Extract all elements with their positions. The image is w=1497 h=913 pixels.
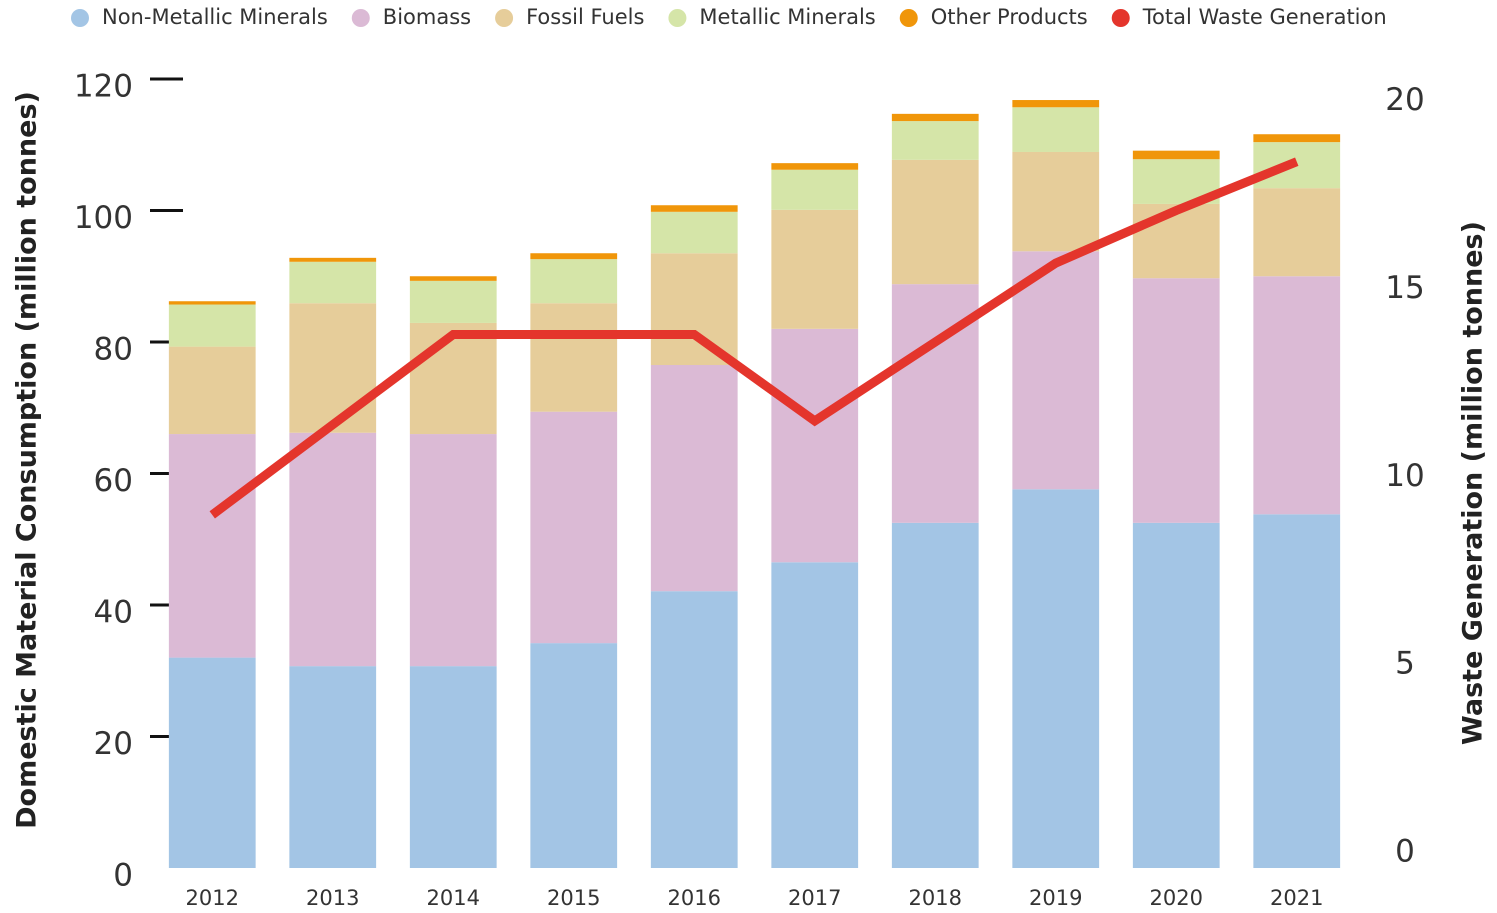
y2-tick-label: 5 xyxy=(1395,646,1415,682)
bar-segment xyxy=(168,657,256,868)
bar-segment xyxy=(289,261,377,304)
legend-label: Metallic Minerals xyxy=(699,5,875,29)
bar-segment xyxy=(650,365,738,592)
legend-label: Fossil Fuels xyxy=(526,5,644,29)
legend-marker xyxy=(668,9,687,27)
bar-segment xyxy=(289,257,377,262)
bar-segment xyxy=(771,328,859,563)
bar-segment xyxy=(289,432,377,667)
bar-segment xyxy=(1253,276,1341,515)
x-tick-label: 2015 xyxy=(547,886,600,910)
line-series xyxy=(209,157,1299,519)
y-tick-label: 100 xyxy=(74,200,133,236)
legend-marker xyxy=(495,9,514,27)
bar-segment xyxy=(409,322,497,435)
legend-marker xyxy=(71,9,89,27)
x-tick-label: 2020 xyxy=(1150,886,1203,910)
y-tick-label: 40 xyxy=(94,595,133,631)
x-tick-label: 2016 xyxy=(668,886,721,910)
bar-segment xyxy=(771,209,859,329)
y2-tick-label: 0 xyxy=(1395,834,1415,870)
y-tick-label: 20 xyxy=(94,726,133,762)
legend-marker xyxy=(1111,9,1130,27)
bar-segment xyxy=(409,276,497,281)
x-tick-label: 2012 xyxy=(186,886,239,910)
bar-segment xyxy=(1253,134,1341,143)
bar-segment xyxy=(1132,203,1220,279)
bar-segment xyxy=(1012,100,1100,108)
bar-segment xyxy=(530,303,618,412)
bar-segment xyxy=(409,666,497,868)
legend-label: Biomass xyxy=(383,5,471,29)
bar-segment xyxy=(530,253,618,260)
bar-segment xyxy=(530,259,618,304)
y2-tick-label: 15 xyxy=(1385,270,1424,306)
bar-segment xyxy=(650,205,738,212)
bar-segment xyxy=(168,301,256,305)
bar-segment xyxy=(530,643,618,868)
bar-segment xyxy=(650,211,738,254)
y-tick-label: 0 xyxy=(113,858,133,894)
bar-segment xyxy=(771,169,859,210)
bar-segment xyxy=(771,562,859,868)
bar-segment xyxy=(409,280,497,323)
y-tick-label: 60 xyxy=(94,463,133,499)
bar-segment xyxy=(650,253,738,366)
legend-marker xyxy=(899,9,918,27)
legend-label: Non-Metallic Minerals xyxy=(102,5,328,29)
bar-segment xyxy=(1132,150,1220,160)
bar-segment xyxy=(1132,278,1220,523)
bar-segment xyxy=(168,304,256,347)
bar-segment xyxy=(1012,489,1100,868)
bar-segment xyxy=(1253,514,1341,868)
bar-segment xyxy=(530,411,618,644)
bar-segment xyxy=(771,163,859,170)
legend-label: Total Waste Generation xyxy=(1142,5,1387,29)
y2-tick-label: 10 xyxy=(1385,458,1424,494)
legend-marker xyxy=(351,9,370,27)
legend-label: Other Products xyxy=(931,5,1088,29)
bar-segment xyxy=(289,666,377,868)
bar-segment xyxy=(891,159,979,285)
bar-segment xyxy=(891,113,979,122)
x-tick-label: 2019 xyxy=(1029,886,1082,910)
bar-segment xyxy=(1012,251,1100,490)
x-tick-label: 2013 xyxy=(306,886,359,910)
y-tick-label: 120 xyxy=(74,69,133,105)
x-tick-label: 2021 xyxy=(1270,886,1323,910)
bar-segment xyxy=(891,121,979,160)
bar-segment xyxy=(650,591,738,868)
bar-segment xyxy=(1012,151,1100,252)
y-tick-label: 80 xyxy=(94,332,133,368)
bar-segment xyxy=(1253,188,1341,277)
bar-segment xyxy=(1012,107,1100,152)
x-tick-label: 2014 xyxy=(427,886,480,910)
bar-segment xyxy=(1132,522,1220,868)
y2-tick-label: 20 xyxy=(1385,82,1424,118)
bar-segment xyxy=(891,522,979,868)
bar-segment xyxy=(168,434,256,658)
bar-segment xyxy=(168,346,256,435)
y2-axis-title: Waste Generation (million tonnes) xyxy=(1458,221,1489,745)
x-tick-label: 2018 xyxy=(909,886,962,910)
bar-segment xyxy=(409,434,497,667)
x-tick-label: 2017 xyxy=(788,886,841,910)
bar-segment xyxy=(289,303,377,433)
y-axis-title: Domestic Material Consumption (million t… xyxy=(12,91,43,829)
